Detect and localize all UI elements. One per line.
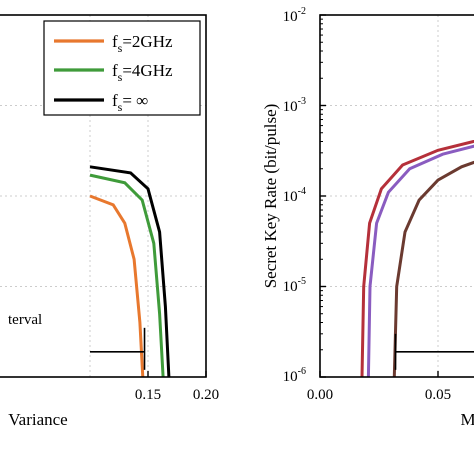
right-ticks — [319, 14, 439, 378]
left-series-line — [89, 194, 145, 377]
left-interval-bracket — [90, 327, 146, 370]
right-series — [360, 139, 474, 377]
right-y-axis-title: Secret Key Rate (bit/pulse) — [261, 104, 280, 289]
left-plot-frame — [0, 14, 207, 378]
left-series — [89, 165, 171, 377]
right-x-tick-label: 0.05 — [425, 387, 451, 403]
left-series-line — [89, 173, 165, 377]
right-interval-bracket — [394, 333, 474, 370]
right-panel: 10-2 10-3 10-4 10-5 10-6 0.00 0.05 M Sec… — [261, 6, 474, 429]
legend: fs=2GHz fs=4GHz fs= ∞ — [43, 20, 201, 116]
right-y-tick-label: 10-6 — [283, 366, 306, 385]
left-panel: 0.15 0.20 Variance terval fs=2GHz fs=4GH… — [0, 14, 219, 429]
right-y-tick-label: 10-3 — [283, 96, 306, 115]
legend-label: fs= ∞ — [112, 91, 148, 114]
right-x-axis-title: M — [460, 410, 474, 429]
right-series-line — [392, 160, 474, 377]
left-x-tick-label: 0.20 — [193, 387, 219, 403]
legend-label: fs=2GHz — [112, 32, 173, 55]
right-series-line — [360, 139, 474, 377]
right-x-tick-label: 0.00 — [307, 387, 333, 403]
right-series-line — [366, 144, 474, 377]
right-y-tick-label: 10-5 — [283, 276, 306, 295]
right-y-tick-label: 10-4 — [283, 186, 306, 205]
left-annotation: terval — [8, 312, 42, 328]
right-y-tick-label: 10-2 — [283, 6, 306, 25]
left-series-line — [89, 165, 171, 377]
legend-label: fs=4GHz — [112, 61, 173, 84]
left-x-axis-title: Variance — [8, 410, 67, 429]
left-ticks — [147, 371, 207, 377]
left-x-tick-label: 0.15 — [135, 387, 161, 403]
